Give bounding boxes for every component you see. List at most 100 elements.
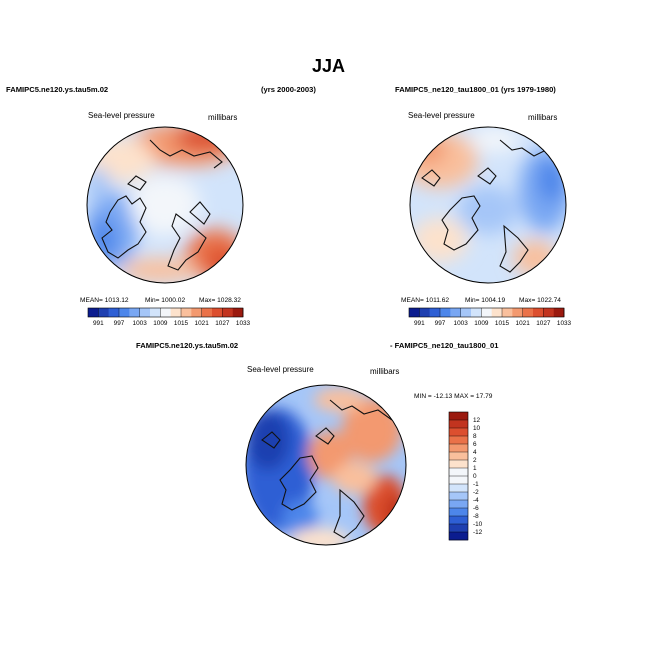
field-blob: [513, 240, 557, 276]
map3-border: [245, 384, 407, 546]
colorbar-swatch: [502, 308, 513, 317]
field-blob: [290, 528, 350, 545]
colorbar-swatch: [449, 420, 468, 429]
colorbar-swatch: [181, 308, 192, 317]
colorbar-tick-label: 991: [414, 320, 425, 327]
colorbar-swatch: [449, 484, 468, 493]
colorbar-swatch: [429, 308, 441, 317]
colorbar-tick-label: 12: [473, 417, 481, 424]
colorbar-swatch: [449, 532, 468, 541]
field-blob: [470, 128, 520, 152]
colorbar-swatch: [150, 308, 161, 317]
colorbar-tick-label: 1009: [474, 320, 489, 327]
panel3-variable-label: Sea-level pressure: [247, 365, 314, 374]
panel2-variable-label: Sea-level pressure: [408, 111, 475, 120]
colorbar-swatch: [98, 308, 109, 317]
colorbar-swatch: [522, 308, 534, 317]
colorbar-swatch: [108, 308, 120, 317]
field-blob: [384, 494, 406, 530]
colorbar-tick-label: -4: [473, 497, 479, 504]
colorbar-swatch: [160, 308, 171, 317]
colorbar-swatch: [543, 308, 554, 317]
colorbar-swatch: [533, 308, 544, 317]
field-blob: [130, 175, 200, 235]
colorbar-swatch: [449, 508, 468, 517]
colorbar-swatch: [449, 524, 468, 533]
colorbar-swatch: [449, 468, 468, 477]
colorbar-swatch: [419, 308, 430, 317]
colorbar-tick-label: -12: [473, 529, 483, 536]
panel2-mean: MEAN= 1011.62: [401, 297, 450, 304]
colorbar-swatch: [449, 492, 468, 501]
panel1-case-label: FAMIPC5.ne120.ys.tau5m.02: [6, 85, 109, 94]
colorbar-swatch: [222, 308, 233, 317]
colorbar-tick-label: 1021: [516, 320, 531, 327]
colorbar-tick-label: 991: [93, 320, 104, 327]
colorbar-tick-label: 1003: [133, 320, 148, 327]
colorbar-swatch: [88, 308, 99, 317]
map1-coastlines: [101, 139, 223, 271]
colorbar-tick-label: 6: [473, 441, 477, 448]
colorbar-swatch: [129, 308, 140, 317]
colorbar-swatch: [119, 308, 130, 317]
map2-coastlines: [421, 139, 559, 273]
colorbar-tick-label: -6: [473, 505, 479, 512]
colorbar-2: 991 997 1003 1009 1015 1021 1027 1033: [408, 307, 572, 327]
colorbar-swatch: [449, 500, 468, 509]
panel2-max: Max= 1022.74: [519, 297, 561, 304]
colorbar-swatch: [449, 460, 468, 469]
colorbar-tick-label: 1033: [557, 320, 572, 327]
colorbar-tick-label: 1003: [454, 320, 469, 327]
colorbar-swatch: [409, 308, 420, 317]
colorbar-tick-label: 8: [473, 433, 477, 440]
field-blob: [88, 218, 116, 262]
colorbar-swatch: [449, 428, 468, 437]
colorbar-tick-label: 1009: [153, 320, 168, 327]
colorbar-swatch: [491, 308, 503, 317]
panel1-years-label: (yrs 2000-2003): [261, 85, 316, 94]
colorbar-tick-label: 0: [473, 473, 477, 480]
colorbar-swatch: [450, 308, 461, 317]
page-title: JJA: [312, 56, 346, 76]
panel2-units-label: millibars: [528, 113, 558, 122]
colorbar-swatch: [139, 308, 151, 317]
map2-border: [409, 126, 567, 284]
map3: [245, 384, 407, 546]
colorbar-swatch: [449, 436, 468, 445]
colorbar-swatch: [460, 308, 472, 317]
colorbar-1: 991 997 1003 1009 1015 1021 1027 1033: [87, 307, 251, 327]
field-blob: [246, 410, 290, 470]
colorbar-tick-label: 997: [435, 320, 446, 327]
field-blob: [458, 186, 518, 234]
panel1-min: Min= 1000.02: [145, 297, 186, 304]
colorbar-tick-label: 1033: [236, 320, 251, 327]
colorbar-tick-label: 1: [473, 465, 477, 472]
field-blob: [120, 258, 200, 282]
map3-coastlines: [261, 399, 393, 539]
map1: [86, 126, 244, 284]
field-blob: [314, 388, 366, 412]
colorbar-swatch: [449, 444, 468, 453]
panel1-mean: MEAN= 1013.12: [80, 297, 129, 304]
panel3-left-label: FAMIPC5.ne120.ys.tau5m.02: [136, 341, 239, 350]
colorbar-swatch: [191, 308, 202, 317]
map2: [409, 126, 567, 284]
colorbar-swatch: [512, 308, 523, 317]
colorbar-tick-label: 2: [473, 457, 477, 464]
colorbar-swatch: [201, 308, 213, 317]
colorbar-swatch: [449, 452, 468, 461]
colorbar-swatch: [449, 516, 468, 525]
field-blob: [410, 136, 446, 164]
colorbar-swatch: [481, 308, 492, 317]
map1-border: [86, 126, 244, 284]
colorbar-tick-label: -10: [473, 521, 483, 528]
panel3-right-label: - FAMIPC5_ne120_tau1800_01: [390, 341, 499, 350]
panel1-variable-label: Sea-level pressure: [88, 111, 155, 120]
colorbar-swatch: [553, 308, 565, 317]
colorbar-tick-label: 4: [473, 449, 477, 456]
panel2-case-label: FAMIPC5_ne120_tau1800_01 (yrs 1979-1980): [395, 85, 556, 94]
colorbar-tick-label: 1015: [174, 320, 189, 327]
colorbar-tick-label: 1021: [195, 320, 210, 327]
